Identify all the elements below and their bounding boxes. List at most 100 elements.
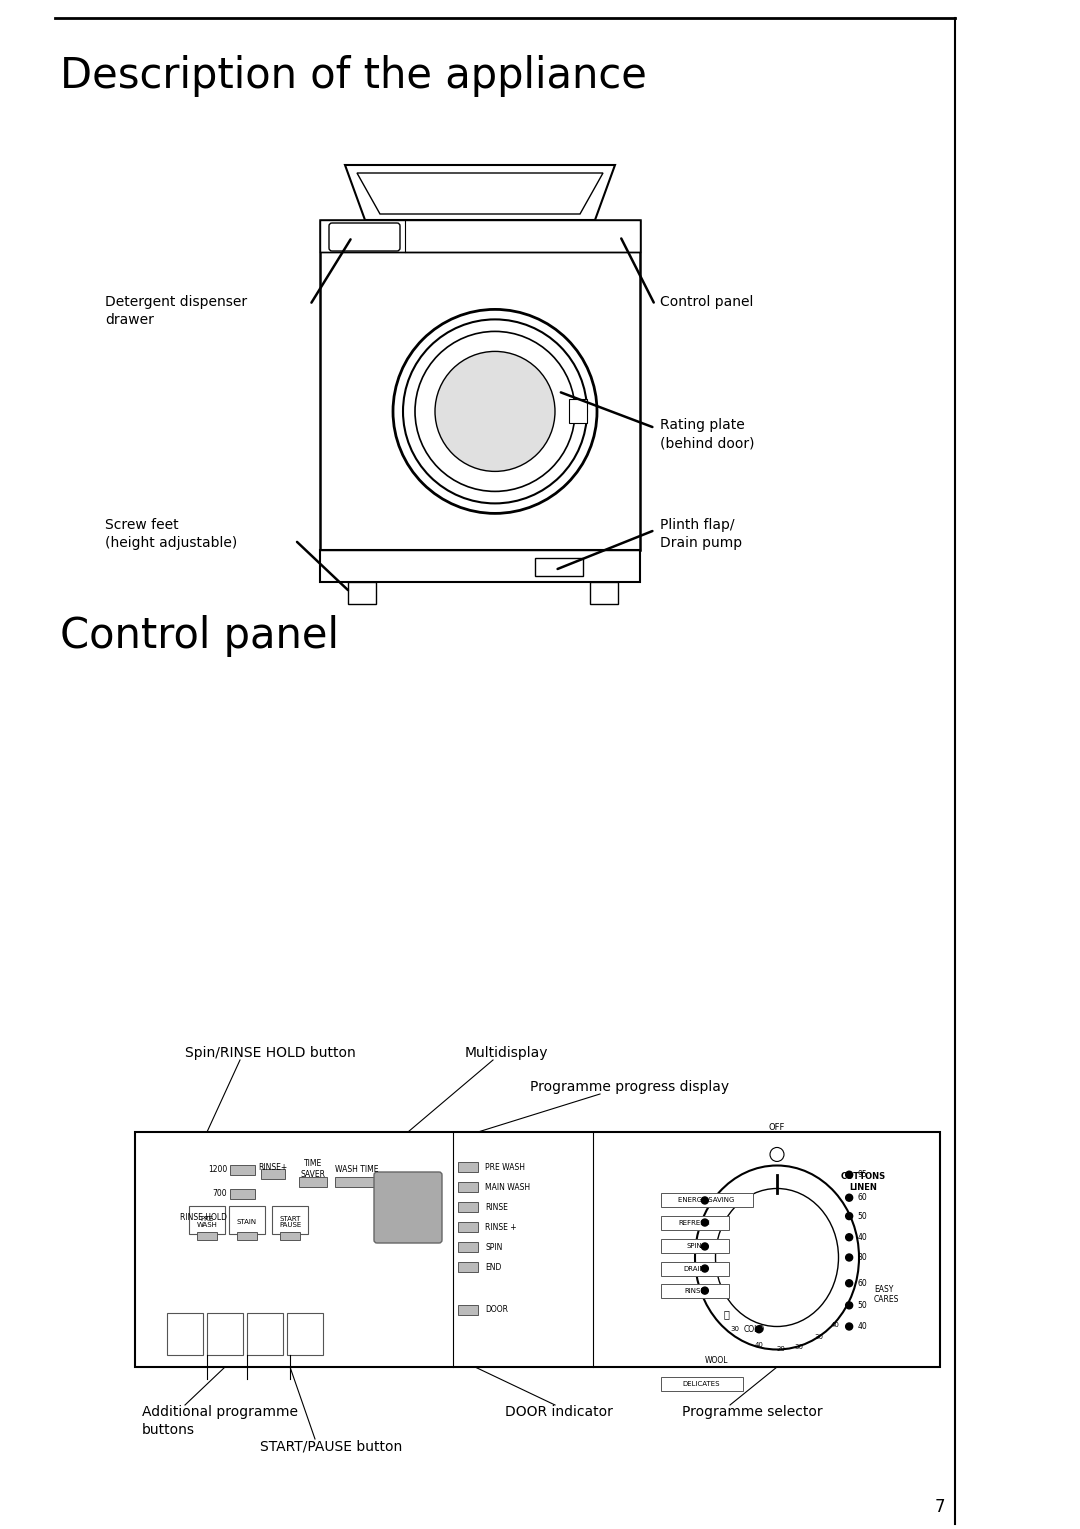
- Text: START
PAUSE: START PAUSE: [279, 1216, 301, 1228]
- Bar: [569, 399, 588, 424]
- Text: PRE WASH: PRE WASH: [485, 1162, 525, 1171]
- Bar: [272, 1206, 308, 1234]
- Text: Screw feet
(height adjustable): Screw feet (height adjustable): [105, 518, 238, 550]
- Text: 30: 30: [795, 1344, 804, 1350]
- Circle shape: [846, 1212, 853, 1220]
- Text: WASH TIME: WASH TIME: [335, 1165, 379, 1173]
- Bar: [661, 1194, 753, 1208]
- Text: 60: 60: [858, 1193, 867, 1202]
- Circle shape: [756, 1326, 762, 1333]
- Bar: [320, 550, 640, 583]
- Text: 60: 60: [858, 1278, 867, 1287]
- Bar: [661, 1261, 729, 1275]
- Bar: [458, 1222, 478, 1232]
- Text: TIME
SAVER: TIME SAVER: [300, 1159, 325, 1179]
- Bar: [590, 583, 618, 604]
- Text: RINSE: RINSE: [485, 1202, 508, 1211]
- Bar: [135, 1131, 940, 1367]
- Text: 40: 40: [831, 1323, 839, 1329]
- Text: Multidisplay: Multidisplay: [465, 1046, 549, 1060]
- Text: Additional programme
buttons: Additional programme buttons: [141, 1405, 298, 1437]
- Circle shape: [846, 1254, 853, 1261]
- Text: ✋: ✋: [724, 1309, 729, 1320]
- Bar: [458, 1202, 478, 1212]
- Bar: [458, 1304, 478, 1315]
- Text: MAIN WASH: MAIN WASH: [485, 1182, 530, 1191]
- Text: Programme selector: Programme selector: [681, 1405, 823, 1419]
- Bar: [229, 1206, 265, 1234]
- Circle shape: [701, 1264, 708, 1272]
- Text: ENERGY SAVING: ENERGY SAVING: [678, 1197, 734, 1203]
- Text: DOOR: DOOR: [485, 1306, 508, 1315]
- Text: 7: 7: [934, 1498, 945, 1515]
- Text: RINSE HOLD: RINSE HOLD: [180, 1214, 227, 1223]
- Bar: [320, 220, 640, 252]
- Circle shape: [701, 1219, 708, 1226]
- Text: 50: 50: [858, 1211, 867, 1220]
- Bar: [661, 1378, 743, 1391]
- Text: REFRESH: REFRESH: [678, 1220, 711, 1226]
- Bar: [167, 1313, 203, 1355]
- Bar: [230, 1165, 255, 1174]
- Text: SPIN: SPIN: [687, 1243, 702, 1249]
- Text: Programme progress display: Programme progress display: [530, 1079, 729, 1095]
- Text: COTTONS
LINEN: COTTONS LINEN: [840, 1173, 886, 1191]
- Circle shape: [701, 1197, 708, 1203]
- Text: Control panel: Control panel: [60, 615, 339, 657]
- Text: 40: 40: [858, 1232, 867, 1242]
- Circle shape: [846, 1323, 853, 1330]
- Bar: [335, 1177, 379, 1187]
- Text: Rating plate
(behind door): Rating plate (behind door): [660, 417, 755, 451]
- Bar: [661, 1240, 729, 1254]
- Text: Plinth flap/
Drain pump: Plinth flap/ Drain pump: [660, 518, 742, 550]
- Bar: [287, 1313, 323, 1355]
- Bar: [237, 1232, 257, 1240]
- Text: 1200: 1200: [207, 1165, 227, 1174]
- Text: EASY
CARES: EASY CARES: [874, 1284, 900, 1304]
- Circle shape: [701, 1243, 708, 1251]
- Circle shape: [701, 1287, 708, 1294]
- Bar: [320, 220, 640, 550]
- Circle shape: [846, 1280, 853, 1287]
- Circle shape: [846, 1301, 853, 1309]
- Bar: [661, 1284, 729, 1298]
- Text: RINSE +: RINSE +: [485, 1223, 516, 1231]
- Text: COLD: COLD: [743, 1324, 765, 1333]
- Circle shape: [846, 1234, 853, 1240]
- Text: 30: 30: [858, 1252, 867, 1261]
- Text: 20: 20: [777, 1346, 785, 1352]
- Text: 40: 40: [755, 1342, 764, 1349]
- Text: OFF: OFF: [769, 1124, 785, 1133]
- Circle shape: [435, 352, 555, 471]
- Text: 50: 50: [858, 1301, 867, 1310]
- Bar: [197, 1232, 217, 1240]
- Text: STAIN: STAIN: [237, 1219, 257, 1225]
- Text: PRE
WASH: PRE WASH: [197, 1216, 217, 1228]
- Text: START/PAUSE button: START/PAUSE button: [260, 1439, 402, 1453]
- Text: RINSE+: RINSE+: [258, 1164, 287, 1173]
- Text: 95: 95: [858, 1170, 867, 1179]
- Bar: [189, 1206, 225, 1234]
- Text: Description of the appliance: Description of the appliance: [60, 55, 647, 96]
- Bar: [247, 1313, 283, 1355]
- Bar: [348, 583, 376, 604]
- Bar: [458, 1162, 478, 1173]
- Bar: [207, 1313, 243, 1355]
- Circle shape: [846, 1171, 853, 1179]
- Text: RINSE: RINSE: [685, 1287, 705, 1294]
- Text: Detergent dispenser
drawer: Detergent dispenser drawer: [105, 295, 247, 327]
- Text: 30: 30: [814, 1333, 824, 1339]
- Text: DOOR indicator: DOOR indicator: [505, 1405, 612, 1419]
- Bar: [661, 1216, 729, 1229]
- Bar: [458, 1182, 478, 1193]
- Text: 40: 40: [858, 1323, 867, 1332]
- Text: Spin/RINSE HOLD button: Spin/RINSE HOLD button: [185, 1046, 355, 1060]
- Text: END: END: [485, 1263, 501, 1272]
- Circle shape: [846, 1194, 853, 1202]
- Bar: [261, 1170, 285, 1179]
- Text: DELICATES: DELICATES: [683, 1382, 720, 1387]
- Text: SPIN: SPIN: [485, 1243, 502, 1252]
- Bar: [230, 1212, 255, 1223]
- Text: WOOL: WOOL: [704, 1356, 728, 1365]
- Text: 700: 700: [213, 1190, 227, 1199]
